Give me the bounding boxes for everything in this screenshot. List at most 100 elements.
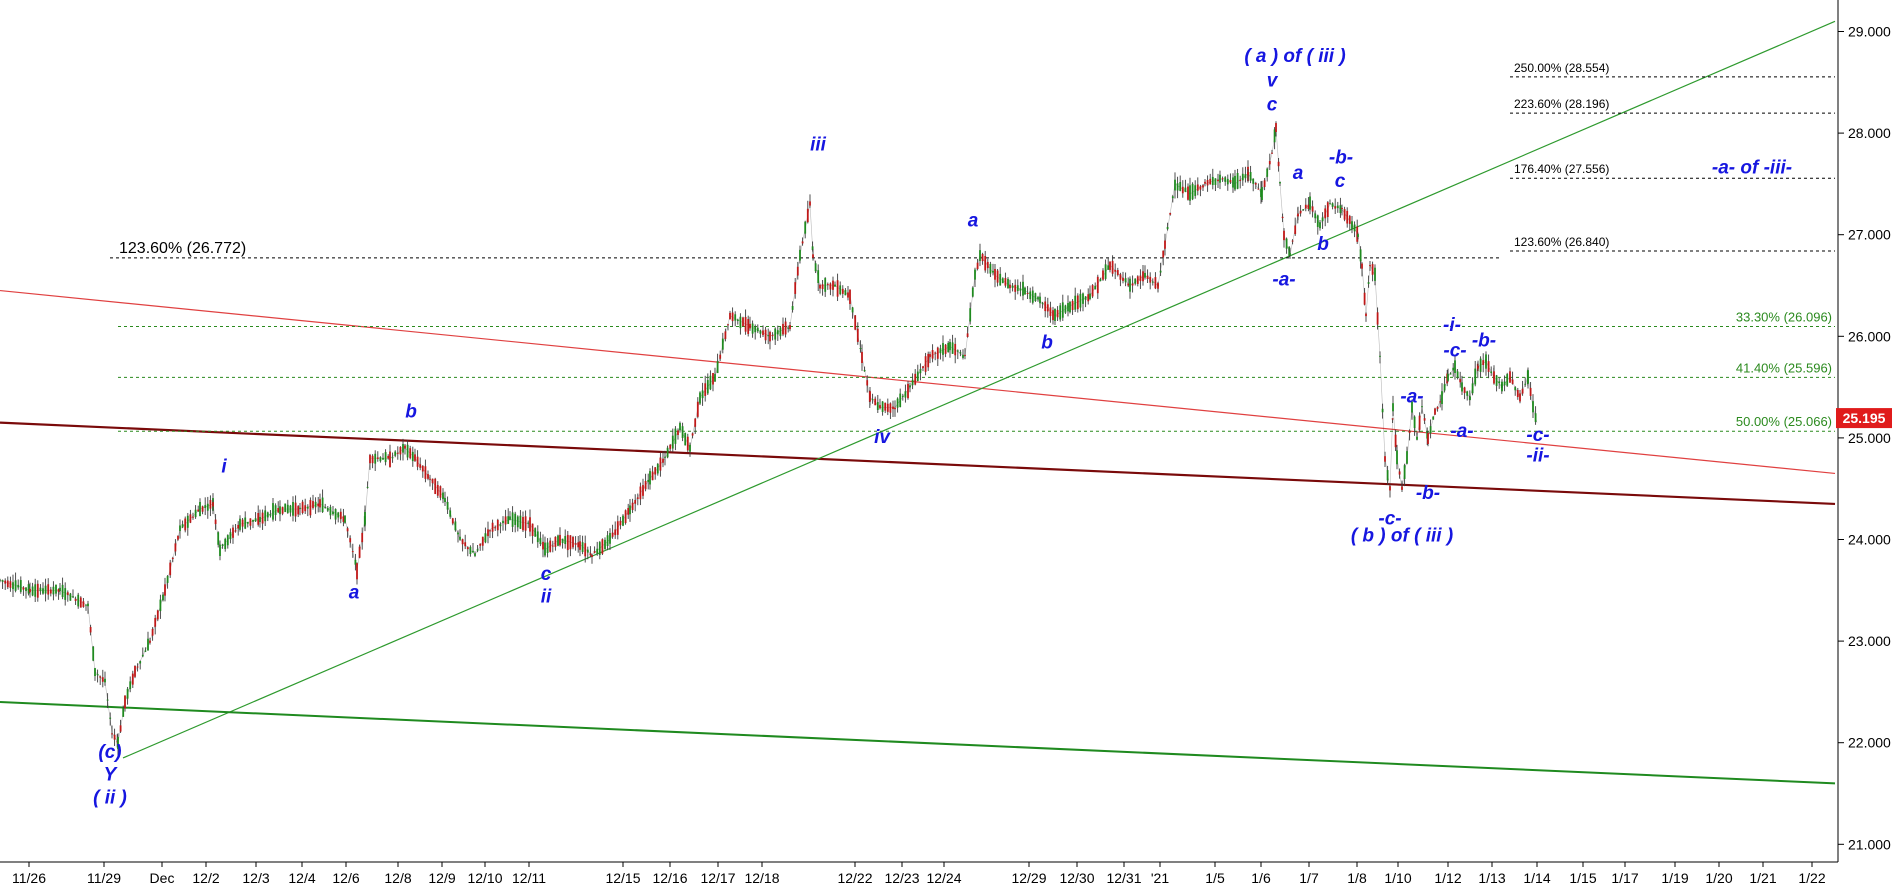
price-bar-body — [1071, 300, 1074, 310]
price-bar-body — [1331, 203, 1334, 207]
price-bar-body — [841, 288, 844, 294]
price-bar-body — [1319, 222, 1321, 229]
price-bar-body — [12, 582, 14, 590]
price-bar-body — [481, 536, 484, 546]
price-bar-body — [277, 508, 280, 513]
price-bar-body — [209, 500, 212, 509]
price-bar-body — [1252, 178, 1255, 184]
price-bar-body — [806, 208, 809, 223]
price-bar-body — [849, 289, 851, 304]
price-bar-body — [1249, 171, 1252, 181]
price-bar-body — [1226, 178, 1229, 185]
price-bar-body — [1232, 177, 1234, 188]
wave-label: i — [221, 456, 227, 477]
price-bar-body — [1509, 371, 1511, 383]
price-bar-body — [739, 316, 742, 329]
price-bar-body — [1413, 416, 1416, 428]
price-bar-body — [499, 524, 502, 527]
price-bar-body — [796, 266, 799, 276]
price-bar-body — [1474, 368, 1477, 385]
price-bar-body — [439, 486, 442, 498]
price-bar-body — [1174, 179, 1176, 191]
price-bar-body — [1241, 173, 1244, 181]
price-bar-body — [863, 369, 866, 372]
price-bar-body — [306, 506, 309, 509]
wave-label: ( ii ) — [93, 788, 127, 809]
price-bar-body — [756, 327, 759, 332]
price-bar-body — [824, 278, 827, 292]
price-bar-body — [1339, 205, 1342, 214]
price-bar-body — [1386, 470, 1389, 481]
price-bar-body — [1199, 186, 1202, 190]
price-bar-body — [141, 654, 144, 657]
price-bar-body — [1471, 383, 1474, 394]
price-bar-body — [1463, 387, 1466, 394]
price-bar-body — [1122, 277, 1124, 281]
price-bar-body — [101, 677, 104, 682]
price-bar-body — [896, 398, 899, 408]
price-bar-body — [1001, 278, 1004, 284]
fib-levels-layer: 123.60% (26.772) 250.00% (28.554) 223.60% … — [110, 61, 1835, 432]
price-bar-body — [709, 375, 712, 390]
price-bar-body — [619, 520, 622, 526]
x-tick-label: Dec — [150, 870, 175, 886]
price-bar-body — [634, 500, 637, 504]
price-bar-body — [839, 285, 842, 295]
price-bar-body — [47, 584, 50, 595]
price-bar-body — [1514, 387, 1517, 391]
x-tick-label: '21 — [1151, 870, 1169, 886]
price-bar-body — [966, 333, 969, 337]
price-bar-body — [149, 640, 151, 643]
price-bar-body — [1131, 283, 1134, 286]
price-bar-body — [866, 380, 869, 386]
fib-level-label: 33.30% (26.096) — [1736, 310, 1832, 325]
price-bar-body — [1260, 188, 1262, 198]
price-bar-body — [649, 471, 651, 485]
price-bar-body — [1056, 309, 1059, 318]
price-bar-body — [1441, 391, 1443, 405]
price-bar-body — [1202, 185, 1204, 188]
price-bar-body — [1416, 436, 1418, 440]
price-bar-body — [919, 369, 922, 374]
price-bar-body — [214, 519, 217, 525]
price-bar-body — [1074, 295, 1077, 310]
price-bar-body — [396, 452, 399, 454]
price-bar-body — [1326, 202, 1329, 218]
x-tick-label: 12/22 — [837, 870, 872, 886]
price-bar-body — [126, 688, 129, 699]
price-bar-body — [604, 539, 606, 550]
x-tick-label: 12/31 — [1106, 870, 1141, 886]
price-bar-body — [1461, 382, 1463, 392]
price-bar-body — [1334, 206, 1337, 209]
price-bar-body — [549, 540, 552, 552]
wave-label: -a- — [1272, 270, 1295, 291]
fib-level-label: 250.00% (28.554) — [1514, 61, 1609, 75]
price-bar-body — [349, 538, 352, 543]
price-bar-body — [259, 516, 261, 523]
price-bar-body — [779, 327, 782, 337]
price-bar-body — [1224, 177, 1227, 182]
price-bar-body — [104, 678, 106, 683]
price-bar-body — [1069, 301, 1071, 313]
price-bar-body — [799, 249, 801, 261]
price-bar-body — [606, 535, 609, 546]
price-bar-body — [194, 509, 197, 518]
price-bar-body — [1124, 278, 1127, 283]
price-bar-body — [272, 503, 274, 520]
price-bar-body — [809, 201, 811, 206]
price-bar-body — [1214, 178, 1217, 185]
price-bar-body — [854, 315, 857, 330]
price-bar-body — [1179, 182, 1182, 191]
price-bar-body — [1408, 430, 1411, 434]
x-tick-label: 1/8 — [1347, 870, 1367, 886]
price-bar-body — [94, 668, 96, 677]
price-bar-body — [542, 541, 544, 550]
wave-label: -c- — [1378, 508, 1401, 529]
price-bar-body — [479, 543, 482, 546]
price-bar-body — [1314, 213, 1317, 219]
price-bar-body — [1004, 278, 1007, 286]
price-bar-body — [399, 446, 402, 455]
price-bar-body — [1263, 180, 1266, 187]
price-bar-body — [789, 325, 791, 330]
